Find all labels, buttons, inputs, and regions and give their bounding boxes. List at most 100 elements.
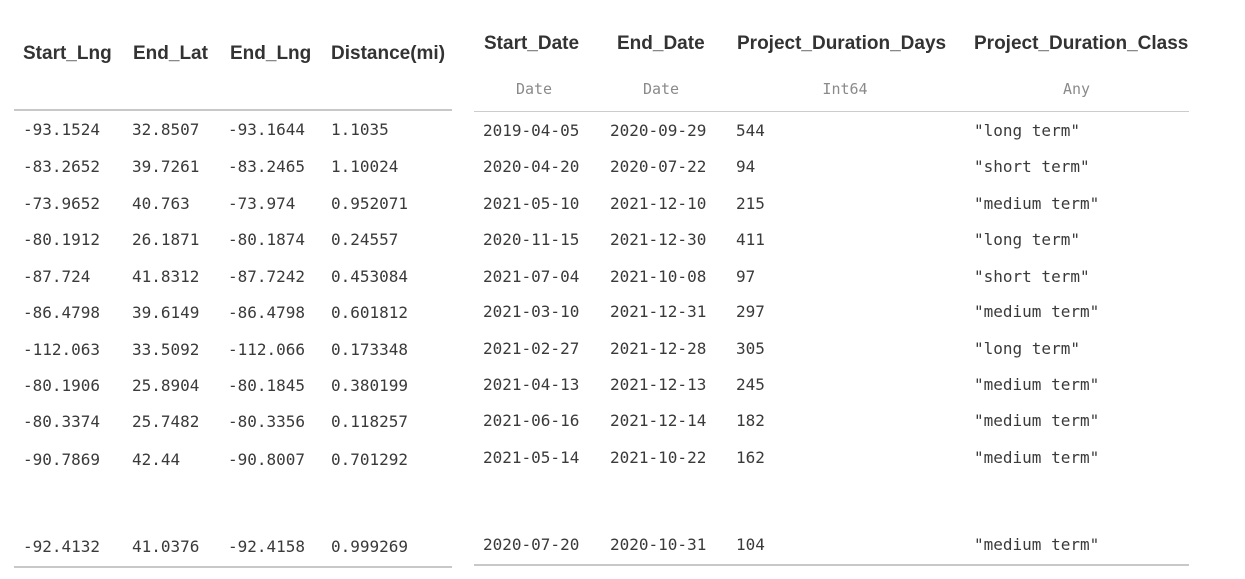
column-header-project-duration-days: Project_Duration_Days xyxy=(737,33,947,54)
table-cell: 2021-06-16 xyxy=(483,411,580,430)
table-cell: 2020-04-20 xyxy=(483,157,580,176)
table-cell: 40.763 xyxy=(132,194,190,213)
table-cell: -87.724 xyxy=(23,267,91,286)
table-cell: 2020-07-20 xyxy=(483,535,580,554)
table-cell: 1.1035 xyxy=(331,120,389,139)
table-cell: -83.2465 xyxy=(228,157,306,176)
table-cell: 297 xyxy=(736,302,765,321)
table-cell: -90.7869 xyxy=(23,450,101,469)
table-cell: "long term" xyxy=(974,121,1080,140)
table-cell: -80.3374 xyxy=(23,412,101,431)
table-cell: 41.0376 xyxy=(132,537,200,556)
table-cell: -112.063 xyxy=(23,340,101,359)
column-type-end-date: Date xyxy=(642,80,680,98)
table-cell: 33.5092 xyxy=(132,340,200,359)
table-cell: 2021-12-28 xyxy=(610,339,707,358)
table-cell: -86.4798 xyxy=(23,303,101,322)
column-header-end-date: End_Date xyxy=(617,33,705,54)
table-cell: -90.8007 xyxy=(228,450,306,469)
table-cell: 2021-03-10 xyxy=(483,302,580,321)
table-cell: 245 xyxy=(736,375,765,394)
table-cell: 25.7482 xyxy=(132,412,200,431)
table-cell: "short term" xyxy=(974,267,1090,286)
column-type-project-duration-class: Any xyxy=(1062,80,1091,98)
table-cell: 411 xyxy=(736,230,765,249)
header-divider xyxy=(14,109,452,111)
table-cell: 0.453084 xyxy=(331,267,409,286)
table-bottom-border xyxy=(474,564,1189,566)
table-cell: 2020-07-22 xyxy=(610,157,707,176)
table-cell: 2021-12-13 xyxy=(610,375,707,394)
table-cell: "medium term" xyxy=(974,448,1100,467)
table-cell: 544 xyxy=(736,121,765,140)
table-cell: 42.44 xyxy=(132,450,181,469)
table-cell: -112.066 xyxy=(228,340,306,359)
table-cell: 2021-12-31 xyxy=(610,302,707,321)
column-header-end-lng: End_Lng xyxy=(230,43,312,64)
table-cell: 0.173348 xyxy=(331,340,409,359)
table-cell: -83.2652 xyxy=(23,157,101,176)
column-type-project-duration-days: Int64 xyxy=(822,80,868,98)
table-cell: 2020-10-31 xyxy=(610,535,707,554)
table-cell: -80.1906 xyxy=(23,376,101,395)
table-cell: 0.701292 xyxy=(331,450,409,469)
column-header-end-lat: End_Lat xyxy=(133,43,208,64)
table-cell: -80.1845 xyxy=(228,376,306,395)
table-cell: 2021-04-13 xyxy=(483,375,580,394)
table-cell: 0.380199 xyxy=(331,376,409,395)
column-header-project-duration-class: Project_Duration_Class xyxy=(974,33,1189,54)
table-cell: "short term" xyxy=(974,157,1090,176)
column-header-start-date: Start_Date xyxy=(484,33,580,54)
table-cell: -93.1644 xyxy=(228,120,306,139)
table-bottom-border xyxy=(14,566,452,568)
header-divider xyxy=(474,111,1189,112)
table-cell: 2021-12-10 xyxy=(610,194,707,213)
table-cell: 0.999269 xyxy=(331,537,409,556)
table-cell: 2020-11-15 xyxy=(483,230,580,249)
table-cell: 0.24557 xyxy=(331,230,399,249)
table-cell: 2021-10-08 xyxy=(610,267,707,286)
table-cell: -93.1524 xyxy=(23,120,101,139)
column-type-start-date: Date xyxy=(515,80,553,98)
table-cell: -73.974 xyxy=(228,194,296,213)
table-cell: 2020-09-29 xyxy=(610,121,707,140)
table-cell: -80.1874 xyxy=(228,230,306,249)
table-cell: 0.952071 xyxy=(331,194,409,213)
table-cell: 0.601812 xyxy=(331,303,409,322)
table-cell: 1.10024 xyxy=(331,157,399,176)
table-cell: -80.1912 xyxy=(23,230,101,249)
table-cell: 2021-05-10 xyxy=(483,194,580,213)
table-cell: "medium term" xyxy=(974,535,1100,554)
table-cell: 104 xyxy=(736,535,765,554)
table-cell: "medium term" xyxy=(974,375,1100,394)
table-cell: 97 xyxy=(736,267,756,286)
table-cell: 26.1871 xyxy=(132,230,200,249)
table-cell: 162 xyxy=(736,448,765,467)
table-cell: -73.9652 xyxy=(23,194,101,213)
table-cell: 2021-05-14 xyxy=(483,448,580,467)
table-cell: "long term" xyxy=(974,230,1080,249)
column-header-distance: Distance(mi) xyxy=(331,43,446,64)
table-cell: 2019-04-05 xyxy=(483,121,580,140)
table-cell: -92.4158 xyxy=(228,537,306,556)
table-cell: 94 xyxy=(736,157,756,176)
table-cell: 25.8904 xyxy=(132,376,200,395)
table-cell: 215 xyxy=(736,194,765,213)
table-cell: -80.3356 xyxy=(228,412,306,431)
table-cell: 2021-10-22 xyxy=(610,448,707,467)
table-cell: -87.7242 xyxy=(228,267,306,286)
table-cell: 39.6149 xyxy=(132,303,200,322)
table-cell: 2021-12-14 xyxy=(610,411,707,430)
table-cell: -86.4798 xyxy=(228,303,306,322)
table-cell: "long term" xyxy=(974,339,1080,358)
table-cell: 2021-12-30 xyxy=(610,230,707,249)
table-cell: 0.118257 xyxy=(331,412,409,431)
table-cell: 182 xyxy=(736,411,765,430)
table-cell: 32.8507 xyxy=(132,120,200,139)
table-cell: 2021-02-27 xyxy=(483,339,580,358)
table-cell: 39.7261 xyxy=(132,157,200,176)
table-cell: -92.4132 xyxy=(23,537,101,556)
table-cell: 2021-07-04 xyxy=(483,267,580,286)
table-cell: "medium term" xyxy=(974,302,1100,321)
table-cell: 41.8312 xyxy=(132,267,200,286)
